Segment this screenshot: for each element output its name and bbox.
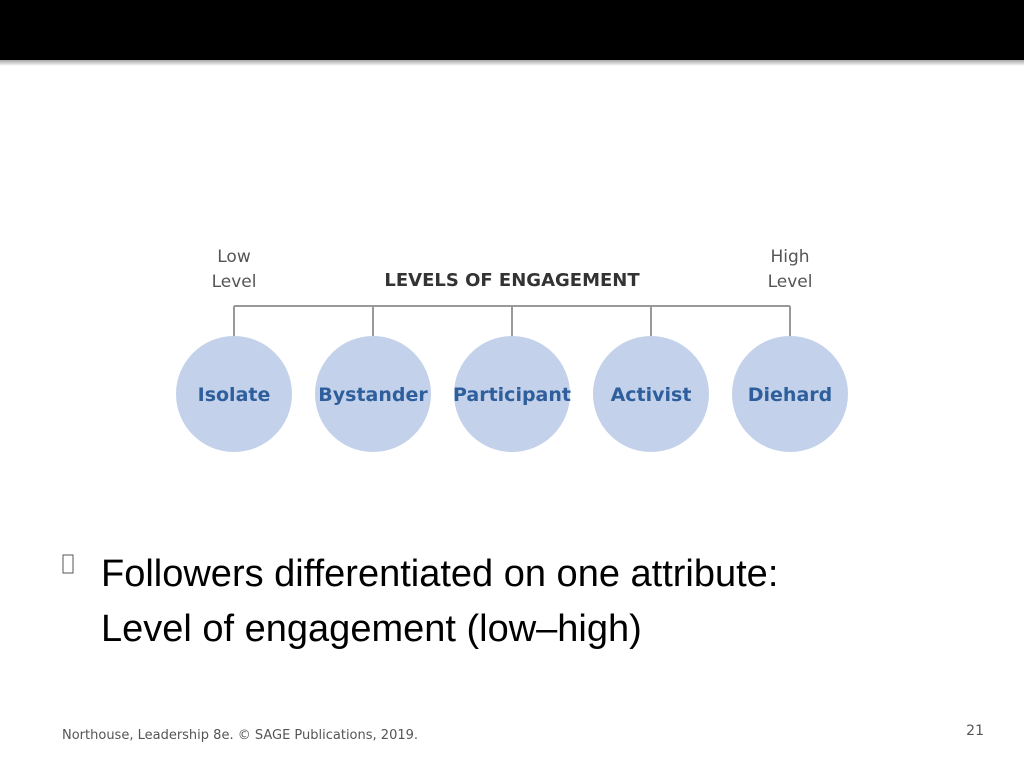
node-circle	[454, 336, 570, 452]
header-shadow	[0, 60, 1024, 66]
node-circle	[732, 336, 848, 452]
node-circle	[315, 336, 431, 452]
bullet-text: Followers differentiated on one attribut…	[101, 553, 778, 595]
header-bar	[0, 0, 1024, 60]
low-label: Low	[217, 247, 251, 267]
bullet-icon	[62, 554, 74, 574]
node-circle	[176, 336, 292, 452]
node-label: Participant	[453, 384, 571, 406]
diagram-title: LEVELS OF ENGAGEMENT	[384, 270, 640, 291]
footer-citation: Northouse, Leadership 8e. © SAGE Publica…	[62, 728, 418, 743]
node-circle	[593, 336, 709, 452]
bullet-text: Level of engagement (low–high)	[101, 608, 642, 650]
node-label: Bystander	[318, 384, 428, 406]
low-label: Level	[212, 272, 257, 292]
engagement-diagram: Low Level High Level LEVELS OF ENGAGEMEN…	[176, 247, 848, 452]
node-label: Activist	[611, 384, 692, 406]
node-label: Isolate	[198, 384, 271, 406]
page-number: 21	[966, 723, 984, 739]
high-label: High	[770, 247, 809, 267]
node-label: Diehard	[748, 384, 833, 406]
high-label: Level	[768, 272, 813, 292]
